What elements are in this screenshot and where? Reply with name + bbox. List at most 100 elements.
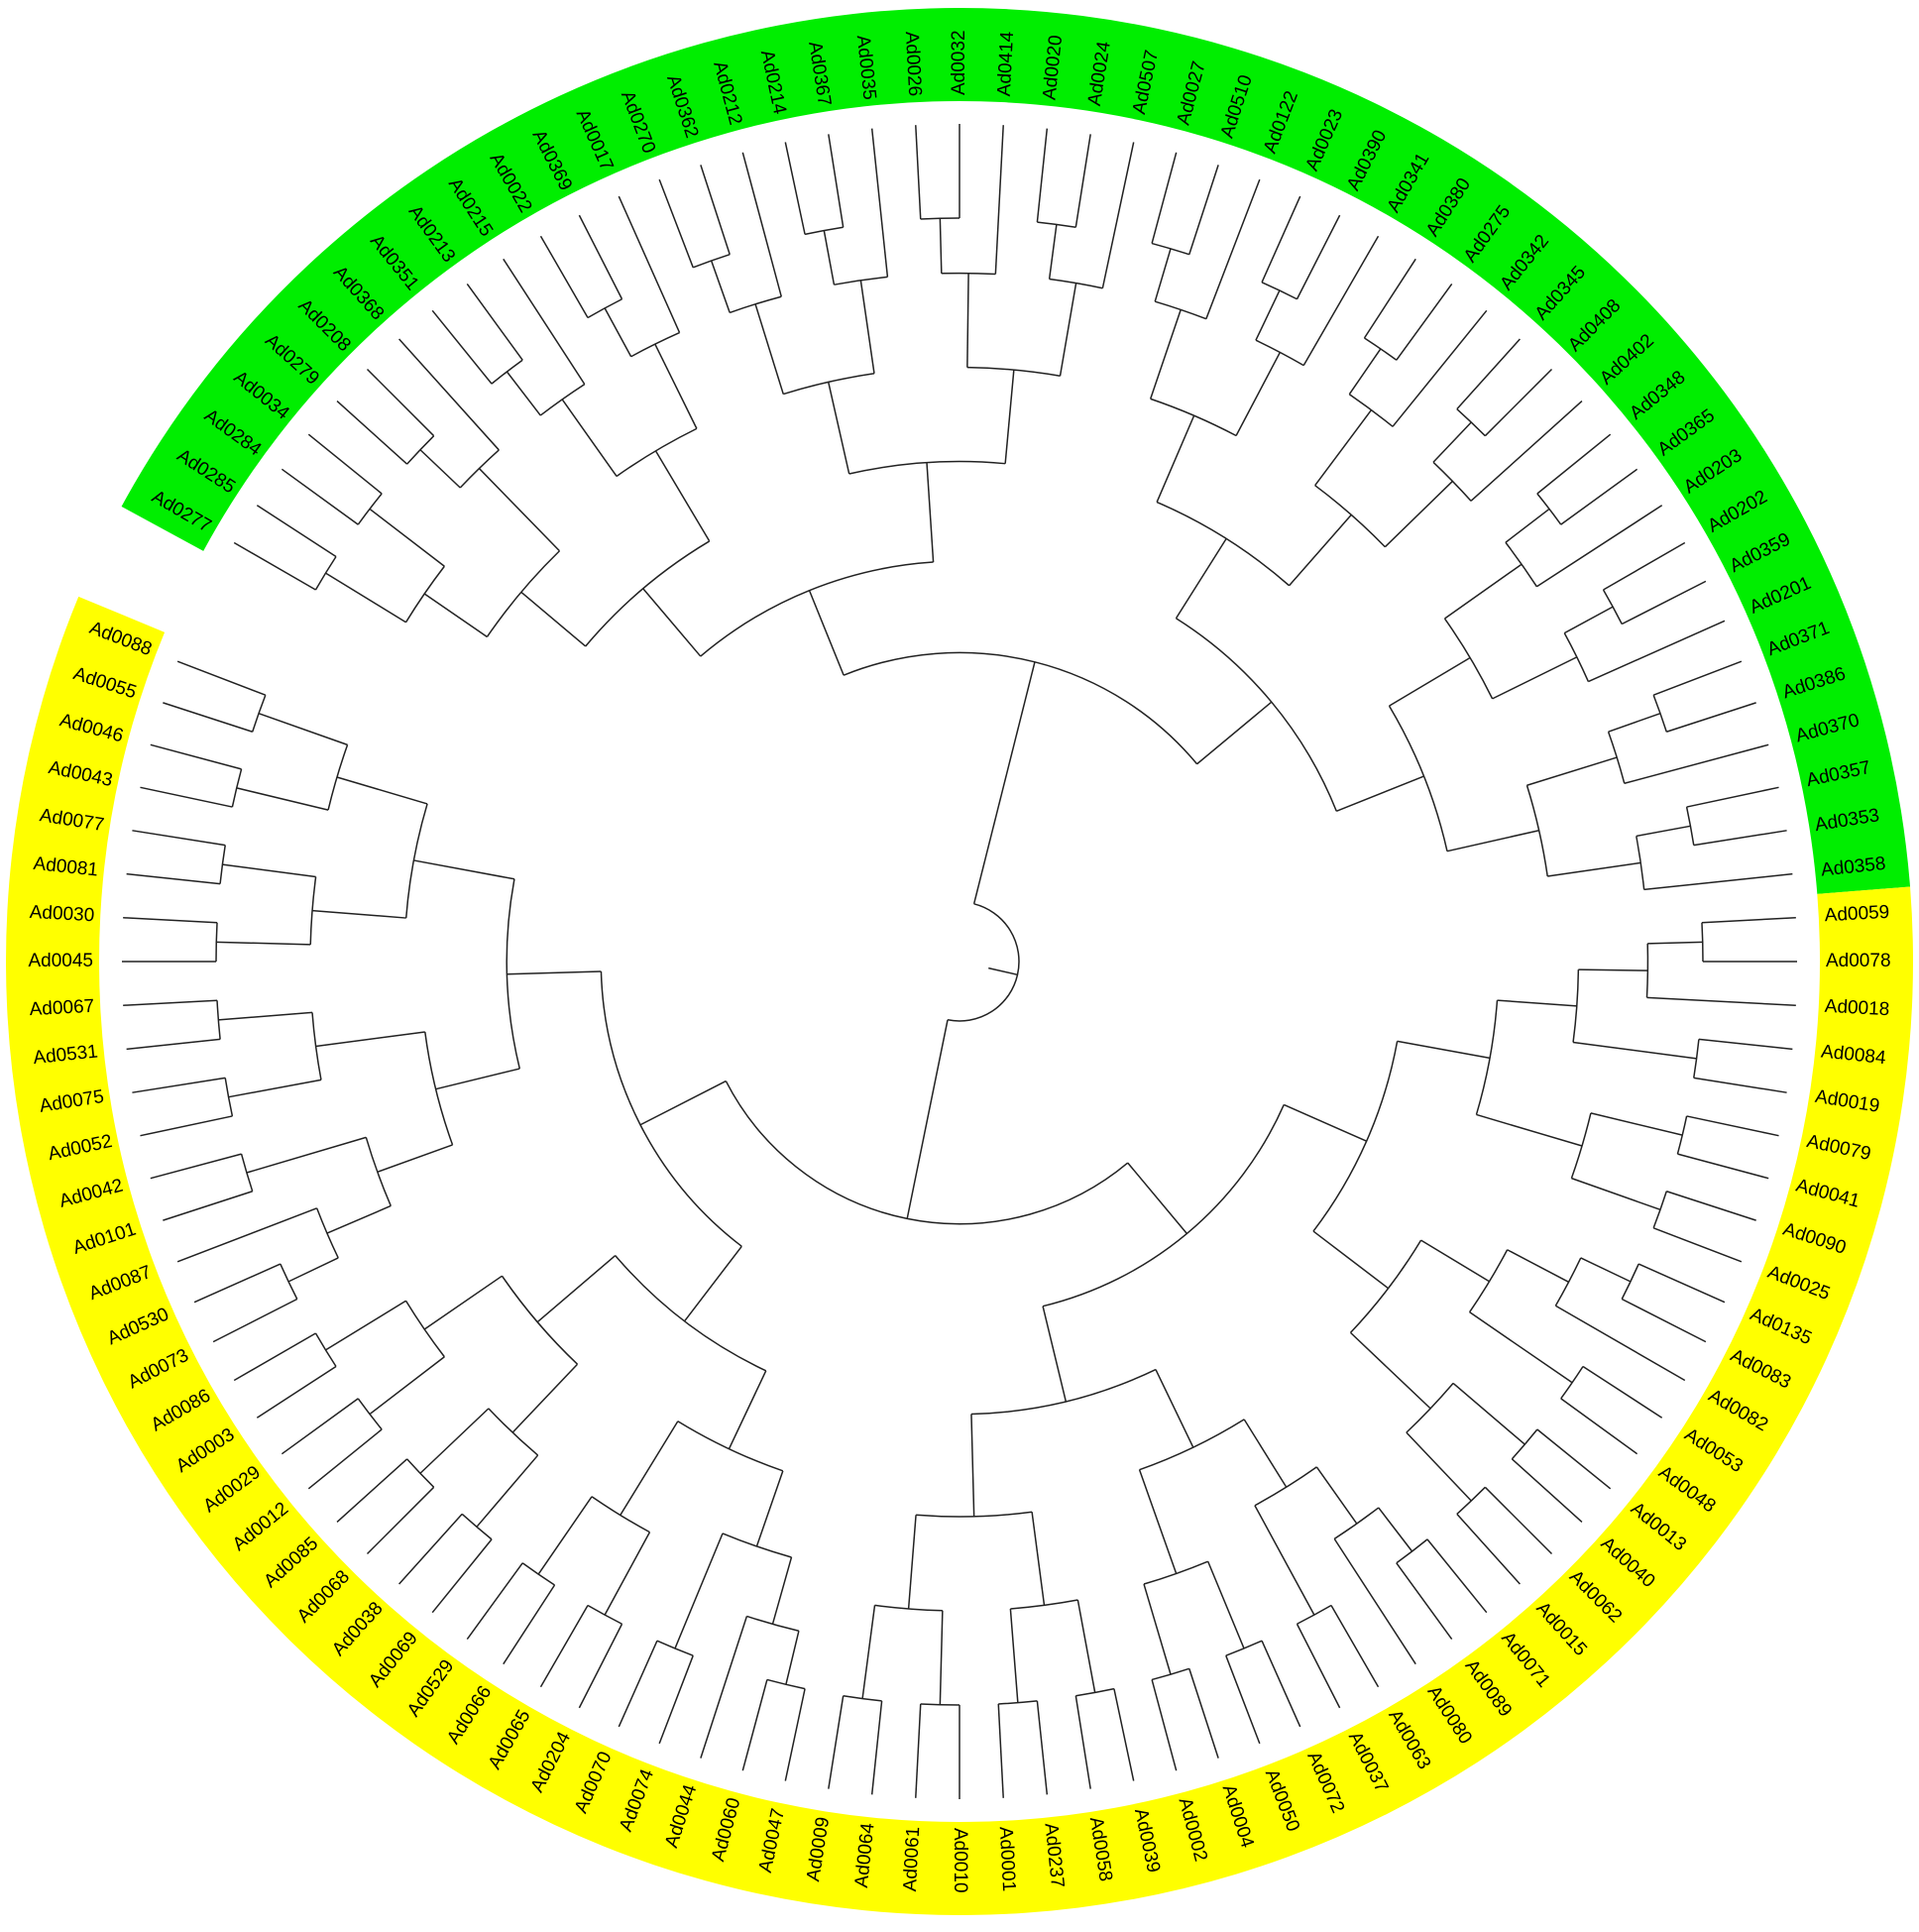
branch-line bbox=[1535, 505, 1663, 588]
branch-line bbox=[176, 1207, 317, 1263]
branch-line bbox=[700, 165, 731, 255]
branch-line bbox=[1469, 1311, 1573, 1384]
branch-line bbox=[1396, 1562, 1453, 1641]
branch-line bbox=[1314, 409, 1373, 487]
branch-line bbox=[1396, 283, 1453, 361]
branch-line bbox=[1590, 1112, 1683, 1136]
branch-line bbox=[1074, 1695, 1091, 1789]
branch-arc bbox=[700, 561, 934, 657]
branch-line bbox=[578, 214, 623, 300]
branch-line bbox=[1643, 872, 1793, 891]
branch-line bbox=[1432, 421, 1472, 463]
branch-line bbox=[994, 125, 1004, 275]
branch-line bbox=[1296, 214, 1341, 300]
leaf-label: Ad0078 bbox=[1826, 951, 1891, 971]
branch-line bbox=[578, 1623, 623, 1709]
branch-line bbox=[870, 1700, 883, 1795]
branch-line bbox=[423, 1275, 503, 1330]
branch-line bbox=[431, 1538, 493, 1614]
branch-line bbox=[926, 462, 935, 563]
branch-line bbox=[1588, 620, 1726, 683]
branch-line bbox=[1646, 996, 1796, 1006]
branch-line bbox=[1484, 368, 1553, 437]
branch-line bbox=[1446, 829, 1539, 852]
branch-line bbox=[287, 1257, 339, 1283]
branch-line bbox=[1560, 1398, 1638, 1455]
branch-line bbox=[140, 1115, 233, 1137]
branch-line bbox=[150, 1153, 242, 1180]
branch-line bbox=[658, 1654, 694, 1745]
branch-line bbox=[754, 303, 784, 395]
branch-line bbox=[511, 1363, 579, 1433]
branch-line bbox=[828, 1695, 845, 1789]
branch-line bbox=[233, 1332, 316, 1382]
branch-line bbox=[1505, 508, 1550, 543]
branch-line bbox=[915, 125, 922, 220]
branch-line bbox=[222, 863, 316, 878]
branch-line bbox=[1647, 941, 1703, 945]
branch-line bbox=[1009, 1608, 1019, 1703]
branch-line bbox=[1031, 1512, 1046, 1606]
branch-line bbox=[326, 1204, 392, 1234]
branch-arc bbox=[947, 903, 1020, 1022]
leaf-label: Ad0032 bbox=[949, 30, 969, 95]
branch-line bbox=[1693, 1077, 1787, 1093]
branch-line bbox=[1444, 563, 1523, 620]
branch-arc bbox=[501, 1275, 579, 1365]
branch-line bbox=[1389, 656, 1471, 707]
branch-line bbox=[1582, 1365, 1663, 1419]
branch-arc bbox=[1176, 618, 1337, 812]
branch-line bbox=[870, 128, 889, 278]
branch-line bbox=[1076, 1599, 1096, 1693]
branch-line bbox=[1426, 1538, 1488, 1614]
branch-arc bbox=[843, 651, 1198, 765]
branch-line bbox=[939, 1610, 944, 1705]
branch-line bbox=[1701, 917, 1796, 924]
leaf-label: Ad0045 bbox=[28, 951, 93, 971]
branch-line bbox=[1476, 1113, 1583, 1147]
branch-line bbox=[1507, 1249, 1569, 1283]
branch-line bbox=[256, 1365, 337, 1419]
branch-line bbox=[1578, 968, 1648, 971]
branch-line bbox=[1235, 352, 1281, 436]
branch-line bbox=[1536, 1428, 1612, 1490]
branch-line bbox=[431, 309, 493, 385]
branch-line bbox=[1492, 656, 1578, 700]
branch-line bbox=[176, 660, 267, 696]
branch-line bbox=[1580, 1257, 1632, 1283]
branch-line bbox=[1348, 348, 1382, 396]
branch-line bbox=[1452, 1382, 1525, 1445]
leaf-label: Ad0061 bbox=[900, 1826, 924, 1892]
branch-line bbox=[1296, 1623, 1341, 1709]
branch-line bbox=[1560, 468, 1638, 525]
branch-line bbox=[827, 382, 850, 475]
branch-line bbox=[1261, 1640, 1301, 1728]
branch-line bbox=[132, 1077, 226, 1093]
branch-arc bbox=[725, 1080, 1129, 1225]
branch-line bbox=[163, 1191, 253, 1221]
branch-arc bbox=[404, 803, 428, 919]
branch-line bbox=[123, 917, 218, 924]
branch-line bbox=[398, 338, 500, 451]
branch-line bbox=[307, 433, 383, 495]
branch-line bbox=[915, 1703, 922, 1798]
branch-line bbox=[1042, 1306, 1068, 1403]
branch-line bbox=[132, 830, 226, 847]
branch-line bbox=[1536, 433, 1612, 495]
branch-line bbox=[212, 1298, 298, 1343]
branch-line bbox=[1456, 1513, 1521, 1585]
branch-line bbox=[520, 591, 587, 647]
branch-line bbox=[228, 1079, 322, 1098]
branch-line bbox=[1621, 580, 1707, 625]
branch-line bbox=[366, 1486, 435, 1555]
branch-line bbox=[1397, 1040, 1491, 1060]
branch-line bbox=[561, 398, 618, 477]
branch-line bbox=[828, 134, 845, 228]
branch-line bbox=[1378, 1507, 1413, 1552]
branch-line bbox=[1666, 1191, 1756, 1221]
leaf-label: Ad0067 bbox=[29, 996, 95, 1020]
branch-line bbox=[1555, 1305, 1686, 1382]
leaf-label: Ad0010 bbox=[950, 1828, 970, 1893]
branch-line bbox=[503, 258, 586, 386]
branch-line bbox=[150, 743, 242, 770]
